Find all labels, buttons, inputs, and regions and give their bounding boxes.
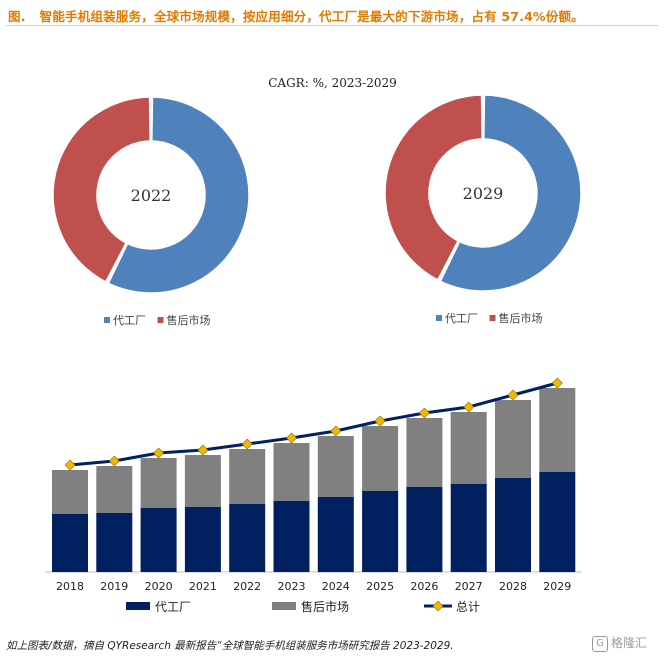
bar-aftermarket-2021	[184, 455, 221, 507]
donut2-legend-swatch-1	[436, 315, 442, 321]
donut2-center-label: 2029	[463, 184, 504, 203]
total-marker-2026	[418, 407, 430, 419]
total-marker-2020	[153, 447, 165, 459]
donut1-legend-swatch-2	[157, 317, 164, 323]
total-marker-2021	[197, 444, 209, 456]
bar-oem-2019	[96, 513, 133, 572]
bar-legend-label-aftermarket: 售后市场	[301, 599, 349, 614]
total-marker-2023	[286, 432, 297, 444]
donut1-legend-label-2: 售后市场	[167, 313, 211, 327]
x-tick-label-2024: 2024	[322, 580, 350, 593]
bar-aftermarket-2020	[140, 458, 177, 508]
bar-oem-2023	[273, 501, 310, 572]
donut2-legend-label-1: 代工厂	[445, 312, 478, 325]
x-tick-label-2027: 2027	[455, 580, 483, 593]
bar-oem-2021	[184, 507, 221, 572]
bar-oem-2026	[406, 487, 443, 572]
source-footnote: 如上图表/数据，摘自 QYResearch 最新报告“全球智能手机组装服务市场研…	[6, 640, 454, 652]
donut1-legend-label-1: 代工厂	[113, 314, 146, 327]
x-tick-label-2026: 2026	[410, 580, 438, 593]
bar-aftermarket-2024	[317, 436, 354, 497]
total-marker-2029	[551, 377, 563, 389]
x-tick-label-2023: 2023	[278, 580, 306, 593]
total-marker-2022	[241, 438, 253, 450]
bar-legend-label-total: 总计	[456, 600, 480, 614]
x-tick-label-2019: 2019	[100, 580, 128, 593]
bar-aftermarket-2023	[273, 443, 310, 501]
total-line	[69, 381, 558, 467]
bar-legend-swatch-aftermarket	[272, 602, 296, 610]
bar-oem-2020	[140, 508, 177, 572]
bar-legend-swatch-total-marker	[432, 600, 444, 612]
total-marker-2018	[64, 459, 76, 471]
donut2-slice-oem	[439, 94, 582, 292]
donut1-center-label: 2022	[131, 186, 172, 205]
donut2-slice-aftermarket	[384, 94, 483, 281]
bar-legend-swatch-oem	[126, 602, 150, 610]
bar-aftermarket-2022	[229, 449, 266, 504]
donut2-legend-swatch-2	[489, 315, 496, 321]
bar-oem-2028	[495, 478, 531, 572]
bar-legend-label-oem: 代工厂	[155, 600, 191, 614]
bar-aftermarket-2018	[52, 470, 88, 514]
donut2-legend-label-2: 售后市场	[499, 311, 543, 325]
bar-oem-2029	[539, 472, 576, 572]
figure-label: 图.	[8, 9, 26, 24]
cagr-subtitle: CAGR: %, 2023-2029	[268, 76, 397, 90]
x-tick-label-2029: 2029	[543, 580, 571, 593]
watermark-logo-icon: G	[592, 635, 608, 652]
x-tick-label-2020: 2020	[145, 580, 173, 593]
donut1-slice-aftermarket	[52, 96, 151, 283]
title-divider	[6, 25, 658, 26]
bar-aftermarket-2026	[406, 418, 443, 487]
watermark: G 格隆汇	[592, 634, 647, 652]
bar-aftermarket-2019	[96, 466, 133, 513]
bar-oem-2018	[52, 514, 88, 572]
bar-aftermarket-2029	[539, 388, 576, 472]
watermark-text: 格隆汇	[611, 636, 648, 650]
x-tick-label-2028: 2028	[499, 580, 527, 593]
figure-title-text: 智能手机组装服务，全球市场规模，按应用细分，代工厂是最大的下游市场，占有 57.…	[39, 9, 584, 24]
donut1-slice-oem	[107, 96, 250, 294]
x-tick-label-2022: 2022	[233, 580, 261, 593]
total-marker-2024	[330, 425, 342, 437]
x-tick-label-2018: 2018	[56, 580, 84, 593]
total-marker-2025	[374, 415, 386, 427]
bar-oem-2025	[362, 491, 399, 572]
donut1-legend-swatch-1	[104, 317, 110, 323]
bar-aftermarket-2028	[495, 400, 531, 478]
bar-aftermarket-2027	[450, 412, 487, 484]
total-marker-2027	[463, 401, 475, 413]
x-tick-label-2025: 2025	[366, 580, 394, 593]
bar-oem-2027	[450, 484, 487, 572]
total-marker-2019	[108, 455, 120, 467]
bar-oem-2022	[229, 504, 266, 572]
bar-oem-2024	[317, 497, 354, 572]
bar-aftermarket-2025	[362, 426, 399, 491]
total-marker-2028	[507, 389, 519, 401]
figure-title: 图. 智能手机组装服务，全球市场规模，按应用细分，代工厂是最大的下游市场，占有 5…	[8, 6, 658, 25]
x-tick-label-2021: 2021	[189, 580, 217, 593]
